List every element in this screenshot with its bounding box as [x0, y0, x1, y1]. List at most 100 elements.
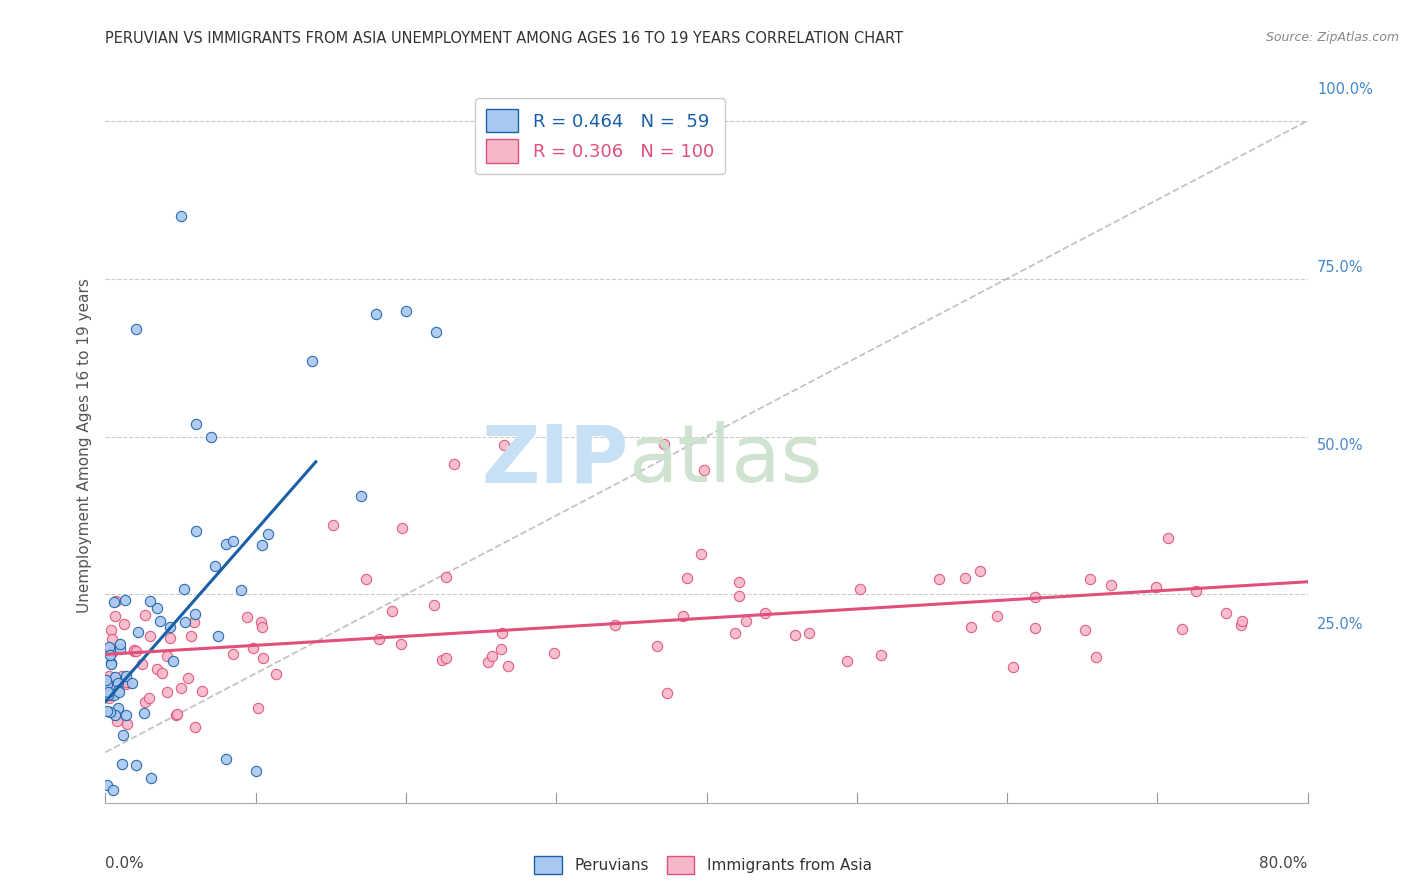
Point: [184, 417, 207, 431]
Point: [122, 642, 145, 657]
Point: [364, 307, 387, 321]
Point: [115, 716, 138, 731]
Point: [100, 705, 122, 719]
Point: [235, 610, 257, 624]
Point: [107, 701, 129, 715]
Point: [350, 489, 373, 503]
Point: [1232, 614, 1254, 628]
Point: [115, 707, 138, 722]
Point: [252, 620, 274, 634]
Point: [98, 648, 121, 662]
Point: [149, 614, 172, 628]
Text: ZIP: ZIP: [481, 421, 628, 500]
Point: [111, 728, 134, 742]
Point: [491, 641, 513, 656]
Point: [443, 457, 465, 471]
Point: [322, 517, 344, 532]
Point: [139, 771, 162, 785]
Point: [214, 751, 236, 765]
Point: [169, 209, 191, 223]
Point: [104, 708, 127, 723]
Point: [728, 574, 751, 589]
Point: [96, 678, 118, 692]
Point: [103, 644, 125, 658]
Point: [430, 653, 453, 667]
Point: [184, 524, 207, 539]
Point: [166, 707, 188, 722]
Point: [173, 582, 195, 597]
Point: [97, 688, 120, 702]
Point: [693, 463, 716, 477]
Point: [603, 618, 626, 632]
Point: [395, 303, 418, 318]
Point: [200, 429, 222, 443]
Point: [496, 659, 519, 673]
Point: [138, 691, 160, 706]
Point: [122, 644, 145, 658]
Point: [425, 325, 447, 339]
Text: 100.0%: 100.0%: [1317, 82, 1374, 96]
Point: [98, 688, 121, 702]
Point: [108, 637, 131, 651]
Text: 75.0%: 75.0%: [1317, 260, 1364, 275]
Point: [104, 669, 127, 683]
Point: [121, 676, 143, 690]
Point: [301, 353, 323, 368]
Point: [184, 607, 207, 621]
Point: [100, 656, 122, 670]
Point: [97, 685, 120, 699]
Point: [690, 547, 713, 561]
Text: 0.0%: 0.0%: [105, 856, 145, 871]
Point: [105, 714, 128, 728]
Point: [799, 626, 821, 640]
Point: [1157, 531, 1180, 545]
Point: [252, 651, 274, 665]
Point: [103, 595, 125, 609]
Point: [783, 628, 806, 642]
Point: [134, 695, 156, 709]
Point: [491, 626, 513, 640]
Point: [734, 614, 756, 628]
Point: [97, 640, 120, 654]
Point: [107, 675, 129, 690]
Point: [354, 572, 377, 586]
Point: [257, 527, 280, 541]
Point: [543, 646, 565, 660]
Point: [103, 688, 125, 702]
Point: [242, 640, 264, 655]
Legend: R = 0.464   N =  59, R = 0.306   N = 100: R = 0.464 N = 59, R = 0.306 N = 100: [475, 98, 725, 174]
Point: [110, 669, 132, 683]
Point: [652, 437, 675, 451]
Point: [124, 322, 146, 336]
Point: [434, 650, 457, 665]
Legend: Peruvians, Immigrants from Asia: Peruvians, Immigrants from Asia: [529, 850, 877, 880]
Text: 25.0%: 25.0%: [1317, 617, 1364, 632]
Point: [127, 625, 149, 640]
Point: [132, 706, 155, 720]
Point: [250, 538, 273, 552]
Point: [177, 671, 200, 685]
Point: [960, 620, 983, 634]
Point: [104, 609, 127, 624]
Point: [145, 601, 167, 615]
Point: [434, 569, 457, 583]
Point: [870, 648, 893, 662]
Point: [222, 648, 245, 662]
Point: [207, 629, 229, 643]
Point: [114, 592, 136, 607]
Point: [1184, 583, 1206, 598]
Point: [159, 631, 181, 645]
Point: [165, 708, 187, 723]
Point: [162, 654, 184, 668]
Point: [131, 657, 153, 671]
Point: [139, 629, 162, 643]
Point: [1085, 649, 1108, 664]
Point: [100, 624, 122, 638]
Point: [115, 677, 138, 691]
Point: [221, 534, 243, 549]
Point: [229, 582, 252, 597]
Point: [1001, 659, 1024, 673]
Point: [728, 589, 751, 603]
Point: [170, 681, 193, 695]
Point: [837, 654, 859, 668]
